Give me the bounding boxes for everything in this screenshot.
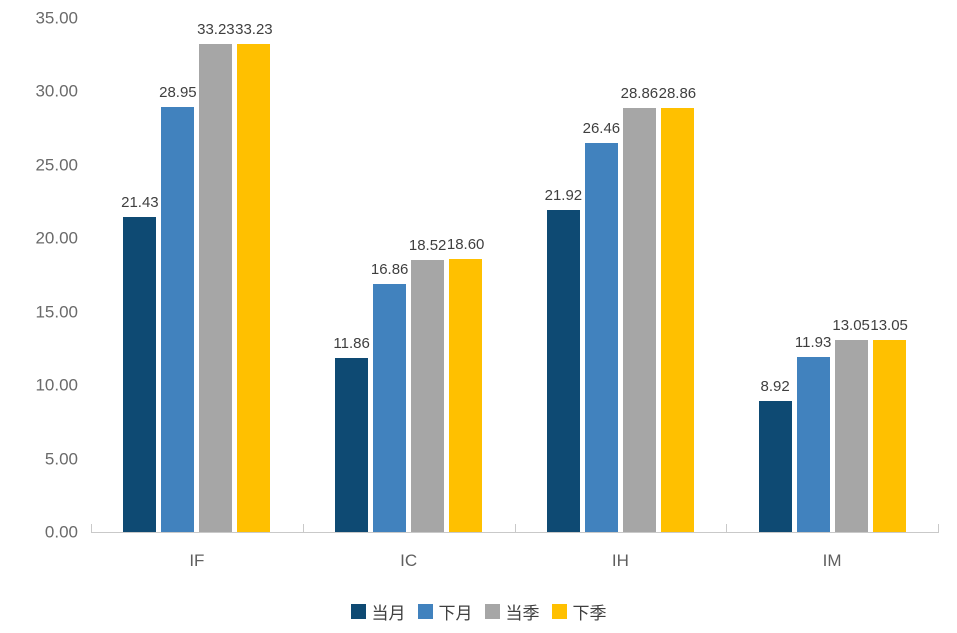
bar-value-label: 21.43 <box>121 194 159 212</box>
bar <box>199 43 233 532</box>
x-axis-category-label: IM <box>822 551 842 570</box>
y-axis-tick-label: 30.00 <box>35 81 78 101</box>
bar-value-label: 13.05 <box>832 317 870 335</box>
bar <box>373 284 407 532</box>
bar <box>449 258 483 532</box>
bar-value-label: 11.93 <box>794 333 832 351</box>
bar <box>411 260 445 532</box>
bar-value-label: 33.23 <box>235 20 273 38</box>
legend-swatch <box>417 604 433 619</box>
bar <box>872 340 906 532</box>
x-axis-category-label: IC <box>400 551 418 570</box>
legend-item: 下月 <box>417 599 473 624</box>
bar-value-label: 28.86 <box>620 85 659 103</box>
bar-value-label: 16.86 <box>370 261 409 279</box>
y-axis-tick-label: 25.00 <box>35 155 78 175</box>
bar <box>237 43 271 532</box>
x-axis-boundary-tick <box>514 524 516 533</box>
bar <box>123 217 157 532</box>
y-axis-tick-label: 0.00 <box>44 522 78 542</box>
x-axis-category-label: IH <box>611 551 629 570</box>
x-axis-boundary-tick <box>302 524 304 533</box>
legend-label: 当季 <box>505 604 540 623</box>
bar-value-label: 28.86 <box>658 85 697 103</box>
x-axis-boundary-tick <box>91 524 92 533</box>
bar-value-label: 26.46 <box>582 120 621 138</box>
bar <box>546 210 580 532</box>
legend-swatch <box>484 604 500 619</box>
bar-value-label: 28.95 <box>159 83 197 101</box>
legend-label: 当月 <box>371 604 406 623</box>
bar-value-label: 33.23 <box>197 20 235 38</box>
legend-swatch <box>551 604 567 619</box>
bar <box>796 356 830 532</box>
y-axis-tick-label: 20.00 <box>35 228 78 248</box>
legend-label: 下月 <box>438 604 473 623</box>
legend-item: 当月 <box>350 599 406 624</box>
bar <box>622 108 656 532</box>
legend-label: 下季 <box>572 604 607 623</box>
x-axis-boundary-tick <box>938 524 939 533</box>
bar <box>161 106 195 532</box>
bar <box>335 357 369 532</box>
bar <box>758 401 792 532</box>
bar-value-label: 8.92 <box>760 378 790 395</box>
bar <box>584 143 618 532</box>
bar-value-label: 13.05 <box>870 317 908 335</box>
bar <box>834 340 868 532</box>
legend: 当月 下月 当季 下季 <box>0 599 957 624</box>
bar-value-label: 18.60 <box>446 235 485 253</box>
legend-swatch <box>350 604 366 619</box>
legend-item: 当季 <box>484 599 540 624</box>
bar <box>660 108 694 532</box>
y-axis-tick-label: 15.00 <box>35 302 78 322</box>
legend-item: 下季 <box>551 599 607 624</box>
x-axis-category-label: IF <box>189 551 205 570</box>
bar-value-label: 18.52 <box>408 237 447 255</box>
x-axis-boundary-tick <box>726 524 728 533</box>
bar-value-label: 21.92 <box>544 187 583 205</box>
y-axis-tick-label: 10.00 <box>35 375 78 395</box>
y-axis-tick-label: 5.00 <box>44 449 78 469</box>
y-axis-tick-label: 35.00 <box>35 8 78 28</box>
bar-value-label: 11.86 <box>333 334 370 352</box>
